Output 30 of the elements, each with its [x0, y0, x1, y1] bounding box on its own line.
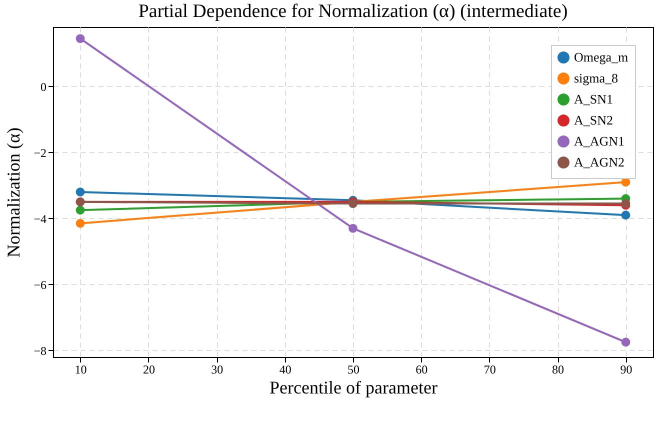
- chart-title: Partial Dependence for Normalization (α) (intermediate): [138, 1, 568, 22]
- point: [76, 188, 85, 196]
- point: [76, 218, 85, 228]
- x-tick-label: 40: [279, 362, 292, 376]
- x-axis-title: Percentile of parameter: [270, 378, 438, 398]
- y-tick-label: −6: [34, 278, 46, 292]
- legend-label: A_AGN1: [574, 134, 625, 148]
- point: [348, 224, 358, 233]
- point: [76, 206, 85, 215]
- x-tick-label: 70: [484, 362, 496, 376]
- legend-label: sigma_8: [574, 70, 618, 86]
- y-tick-label: −4: [34, 212, 46, 226]
- y-tick-label: −2: [34, 146, 46, 160]
- legend-label: A_SN1: [574, 92, 614, 106]
- legend-label: A_AGN2: [574, 154, 625, 170]
- y-axis-title: Normalization (α): [4, 128, 24, 258]
- point: [621, 210, 630, 220]
- x-tick-label: 20: [142, 362, 155, 376]
- x-tick-label: 30: [211, 362, 224, 376]
- x-tick-label: 90: [620, 362, 632, 376]
- x-tick-label: 10: [74, 362, 87, 376]
- point: [76, 34, 85, 44]
- y-tick-label: −8: [34, 344, 46, 358]
- point: [621, 338, 630, 347]
- legend-label: A_SN2: [574, 112, 614, 128]
- x-tick-label: 80: [552, 362, 564, 376]
- x-tick-label: 60: [416, 362, 428, 376]
- x-tick-label: 50: [348, 362, 360, 376]
- y-tick-label: 0: [40, 80, 46, 94]
- legend-label: Omega_m: [574, 50, 628, 64]
